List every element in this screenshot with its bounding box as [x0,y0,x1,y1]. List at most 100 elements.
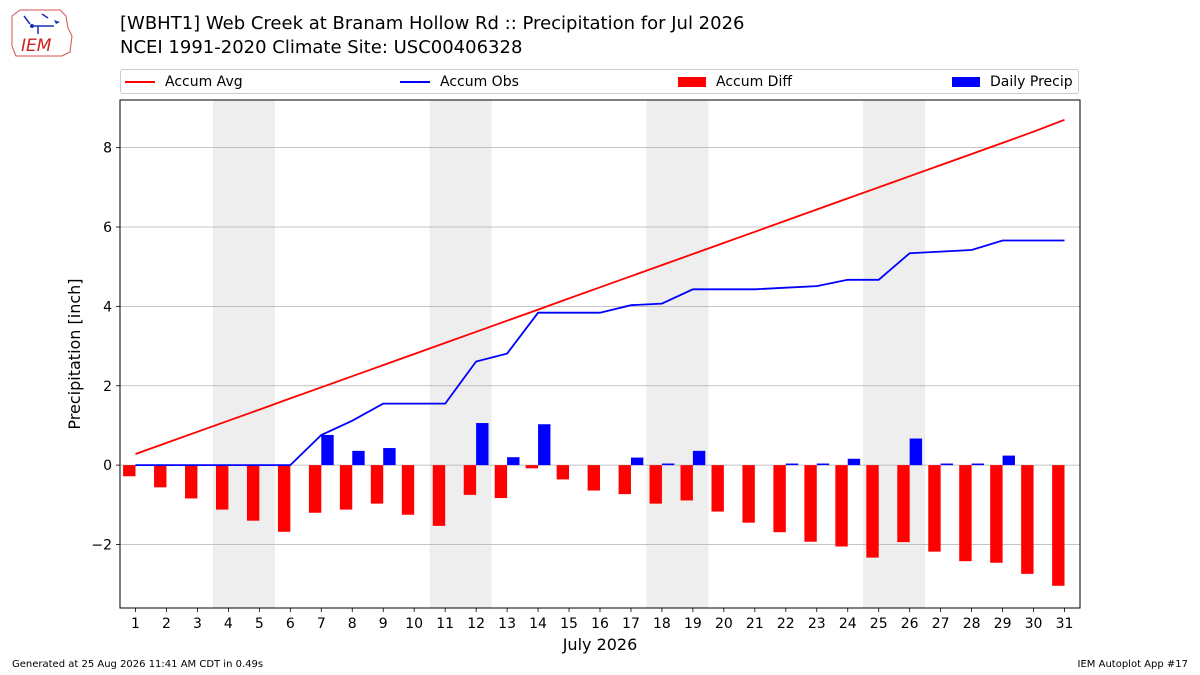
x-tick-label: 4 [224,616,233,632]
daily-precip-bar [692,450,706,466]
accum-diff-bar [494,465,508,499]
legend-swatch-accum-diff [678,77,706,87]
accum-diff-bar [216,465,229,510]
daily-precip-bar [352,450,365,466]
daily-precip-bar [538,424,551,466]
x-tick-label: 1 [131,616,140,632]
accum-diff-bar [370,465,384,504]
accum-diff-bar [246,465,260,521]
accum-diff-bar [277,465,291,532]
x-tick-label: 11 [436,616,454,632]
accum-diff-bar [835,465,848,547]
x-tick-label: 5 [255,616,264,632]
accum-diff-bar [587,465,600,491]
accum-obs-line [135,239,1065,467]
x-tick-label: 8 [348,616,357,632]
x-tick-label: 27 [932,616,950,632]
autoplot-app-label: IEM Autoplot App #17 [1077,659,1188,670]
x-tick-label: 26 [901,616,919,632]
x-tick-label: 9 [379,616,388,632]
accum-diff-bar [804,465,817,542]
iem-logo: IEM [11,9,73,57]
accum-diff-bar [618,465,631,495]
weekend-shade-2 [429,100,492,608]
legend-label-accum-obs: Accum Obs [440,74,519,90]
y-axis-label: Precipitation [inch] [65,278,84,429]
x-tick-label: 14 [529,616,547,632]
x-tick-label: 30 [1025,616,1043,632]
weekend-shade-1 [212,100,275,608]
accum-diff-bar [401,465,415,515]
daily-precip-bar [507,457,520,466]
chart-subtitle: NCEI 1991-2020 Climate Site: USC00406328 [120,37,523,58]
y-tick-label: 2 [103,379,112,395]
daily-precip-bar [816,463,830,466]
y-tick-label: 8 [103,141,112,157]
accum-diff-bar [1021,465,1034,574]
x-tick-label: 24 [839,616,857,632]
daily-precip-bar [476,423,489,466]
daily-precip-bar [909,438,923,466]
y-tick-label: −2 [91,538,112,554]
x-tick-label: 3 [193,616,202,632]
daily-precip-bar [1002,455,1015,466]
accum-diff-bar [711,465,724,512]
daily-precip-bar [971,463,984,466]
accum-diff-bar [339,465,353,510]
accum-diff-bar [185,465,198,499]
accum-diff-bar [1052,465,1065,586]
x-tick-label: 16 [591,616,609,632]
daily-precip-bar [383,448,396,466]
daily-precip-bar [630,457,644,466]
x-tick-label: 10 [405,616,423,632]
accum-diff-bar [432,465,446,526]
y-tick-label: 4 [103,299,112,315]
weekend-shade-3 [646,100,709,608]
accum-diff-bar [525,465,539,469]
legend-label-accum-avg: Accum Avg [165,74,243,90]
x-tick-label: 29 [994,616,1012,632]
x-tick-label: 23 [808,616,826,632]
accum-diff-bar [556,465,570,480]
legend-item-accum-diff: Accum Diff [678,74,792,90]
daily-precip-bar [321,434,334,466]
x-tick-label: 19 [684,616,702,632]
accum-diff-bar [463,465,477,495]
x-axis-label: July 2026 [562,635,638,654]
x-tick-label: 15 [560,616,578,632]
x-tick-label: 7 [317,616,326,632]
accum-diff-bar [154,465,167,488]
accum-diff-bar [308,465,322,513]
x-tick-label: 21 [746,616,764,632]
legend-swatch-daily-precip [952,77,980,87]
y-tick-label: 6 [103,220,112,236]
legend-swatch-accum-obs [400,81,430,83]
x-tick-label: 2 [162,616,171,632]
generated-timestamp: Generated at 25 Aug 2026 11:41 AM CDT in… [12,659,264,670]
legend-item-accum-obs: Accum Obs [400,74,519,90]
chart-legend: Accum Avg Accum Obs Accum Diff Daily Pre… [120,69,1079,94]
accum-diff-bar [773,465,786,533]
daily-precip-bar [940,463,954,466]
accum-diff-bar [123,465,136,477]
x-tick-label: 12 [467,616,485,632]
x-tick-label: 22 [777,616,795,632]
x-tick-label: 17 [622,616,640,632]
legend-item-daily-precip: Daily Precip [952,74,1073,90]
chart-title: [WBHT1] Web Creek at Branam Hollow Rd ::… [120,13,745,34]
accum-avg-line [135,118,1065,455]
daily-precip-bar [785,463,799,466]
x-tick-label: 28 [963,616,981,632]
accum-diff-bar [959,465,972,562]
accum-diff-bar [928,465,941,552]
legend-swatch-accum-avg [125,81,155,83]
x-tick-label: 20 [715,616,733,632]
accum-diff-bar [742,465,755,523]
y-tick-label: 0 [103,458,112,474]
x-tick-label: 25 [870,616,888,632]
accum-diff-bar [897,465,910,543]
accum-diff-bar [866,465,879,558]
iem-logo-text: IEM [21,36,52,56]
x-tick-label: 6 [286,616,295,632]
